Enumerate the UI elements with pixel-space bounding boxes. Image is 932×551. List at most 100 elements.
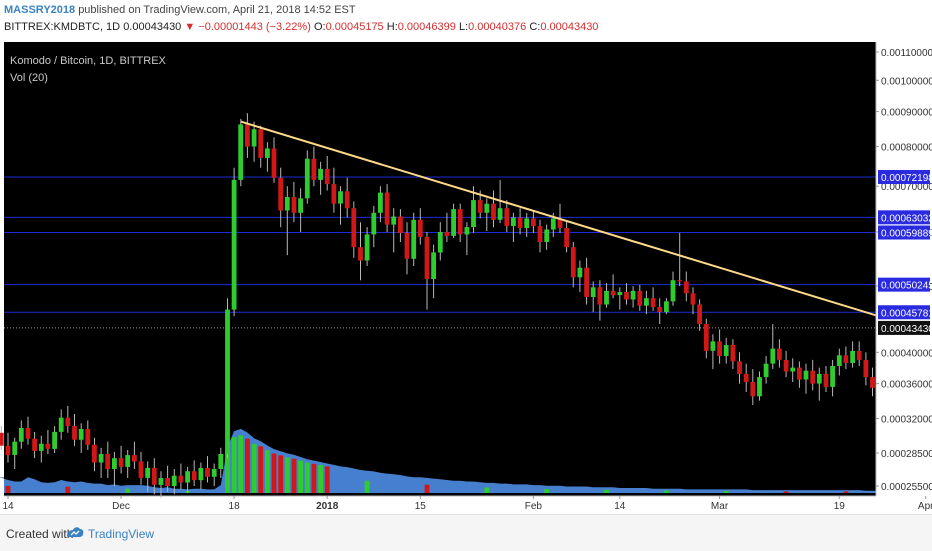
level-price-labels: 0.00072198 0.00063032 0.00059889 0.00050245… xyxy=(878,170,932,335)
x-tick-label: 2018 xyxy=(316,501,339,512)
candle-body xyxy=(637,290,643,306)
y-tick-label: 0.00080000 xyxy=(881,143,932,154)
tradingview-brand-link[interactable]: TradingView xyxy=(88,527,155,541)
y-tick-label: 0.00036000 xyxy=(881,380,932,391)
candle-body xyxy=(797,367,802,380)
candle-body xyxy=(570,247,576,278)
candle-body xyxy=(750,382,756,397)
x-tick-label: Apr xyxy=(918,501,932,512)
volume-bar xyxy=(664,490,669,493)
candle-body xyxy=(550,218,556,230)
author-link[interactable]: MASSRY2018 xyxy=(4,4,76,16)
volume-bar xyxy=(265,450,270,493)
candle-body xyxy=(491,203,496,220)
candle-body xyxy=(517,217,523,229)
candle-body xyxy=(278,177,284,211)
candle-body xyxy=(125,455,131,467)
level-price-tag xyxy=(878,210,930,225)
candle-body xyxy=(304,158,310,199)
candle-body xyxy=(484,203,490,213)
candle-body xyxy=(703,324,709,351)
volume-bar xyxy=(364,480,370,493)
candle-body xyxy=(344,191,350,209)
candle-body xyxy=(32,438,37,451)
low-value: 0.00040376 xyxy=(468,21,527,33)
candle-body xyxy=(710,341,716,351)
x-tick-label: Mar xyxy=(711,501,729,512)
down-triangle-icon: ▼ xyxy=(184,21,196,33)
y-tick-label: 0.00028500 xyxy=(881,449,932,460)
price-chart[interactable]: Komodo / Bitcoin, 1D, BITTREX Vol (20) 0… xyxy=(0,40,932,514)
last-price: 0.00043430 xyxy=(123,21,182,33)
candle-body xyxy=(630,290,636,300)
volume-layer xyxy=(0,428,932,493)
candle-body xyxy=(664,301,669,313)
candle-body xyxy=(564,228,569,248)
candle-body xyxy=(258,129,264,158)
candle-body xyxy=(218,454,224,469)
candle-body xyxy=(870,377,875,388)
candle-body xyxy=(324,168,330,185)
volume-bar xyxy=(324,466,330,493)
candle-body xyxy=(145,467,151,478)
level-price-label: 0.00050245 xyxy=(881,281,932,292)
candle-body xyxy=(417,219,423,237)
candle-body xyxy=(251,129,257,147)
candle-body xyxy=(424,236,430,279)
published-text: published on TradingView.com, April 21, … xyxy=(78,4,356,16)
candle-body xyxy=(45,443,51,449)
candle-body xyxy=(65,417,71,427)
candle-body xyxy=(211,469,217,477)
chart-header: MASSRY2018 published on TradingView.com,… xyxy=(0,0,932,40)
candle-body xyxy=(371,212,377,235)
trendline-layer xyxy=(240,120,932,386)
volume-bar xyxy=(245,438,250,493)
candle-body xyxy=(823,373,829,387)
candle-body xyxy=(431,252,436,279)
candle-body xyxy=(404,232,410,259)
volume-bar xyxy=(278,455,284,493)
volume-bar xyxy=(284,457,290,493)
candle-body xyxy=(770,348,776,364)
candle-body xyxy=(863,359,869,378)
x-tick-label: Dec xyxy=(112,501,130,512)
candle-body xyxy=(265,148,270,158)
candle-body xyxy=(504,208,510,227)
volume-indicator-label: Vol (20) xyxy=(10,72,48,84)
volume-bar xyxy=(65,486,71,493)
candle-body xyxy=(783,359,789,372)
candle-body xyxy=(444,232,450,236)
level-price-label: 0.00063032 xyxy=(881,213,932,224)
time-axis-ticks[interactable]: 14Dec18201815Feb14Mar19Apr16May14 xyxy=(2,496,932,512)
candle-body xyxy=(112,458,117,469)
candle-body xyxy=(816,373,822,384)
candle-body xyxy=(331,184,337,204)
candle-body xyxy=(238,124,244,180)
candle-body xyxy=(777,348,782,360)
candle-body xyxy=(298,198,303,213)
candle-body xyxy=(610,290,616,296)
volume-bar xyxy=(5,485,11,493)
volume-bar xyxy=(604,489,609,493)
candle-body xyxy=(171,475,177,486)
candle-body xyxy=(604,290,609,305)
candle-body xyxy=(836,355,842,366)
candle-body xyxy=(364,234,370,261)
volume-bar xyxy=(271,453,277,493)
candle-body xyxy=(132,455,137,462)
candle-body xyxy=(391,216,397,225)
candle-body xyxy=(690,293,696,305)
candle-body xyxy=(291,197,297,213)
candle-body xyxy=(743,373,749,382)
candle-body xyxy=(151,467,157,485)
tradingview-logo-icon xyxy=(67,527,84,537)
price-axis[interactable] xyxy=(876,42,932,496)
candle-body xyxy=(225,309,230,455)
created-with-text: Created with xyxy=(6,527,74,541)
y-tick-label: 0.00070000 xyxy=(881,182,932,193)
candle-body xyxy=(790,367,796,372)
candle-body xyxy=(584,267,589,297)
candle-body xyxy=(185,471,190,483)
trend-line[interactable] xyxy=(240,120,932,386)
candle-body xyxy=(98,454,104,463)
